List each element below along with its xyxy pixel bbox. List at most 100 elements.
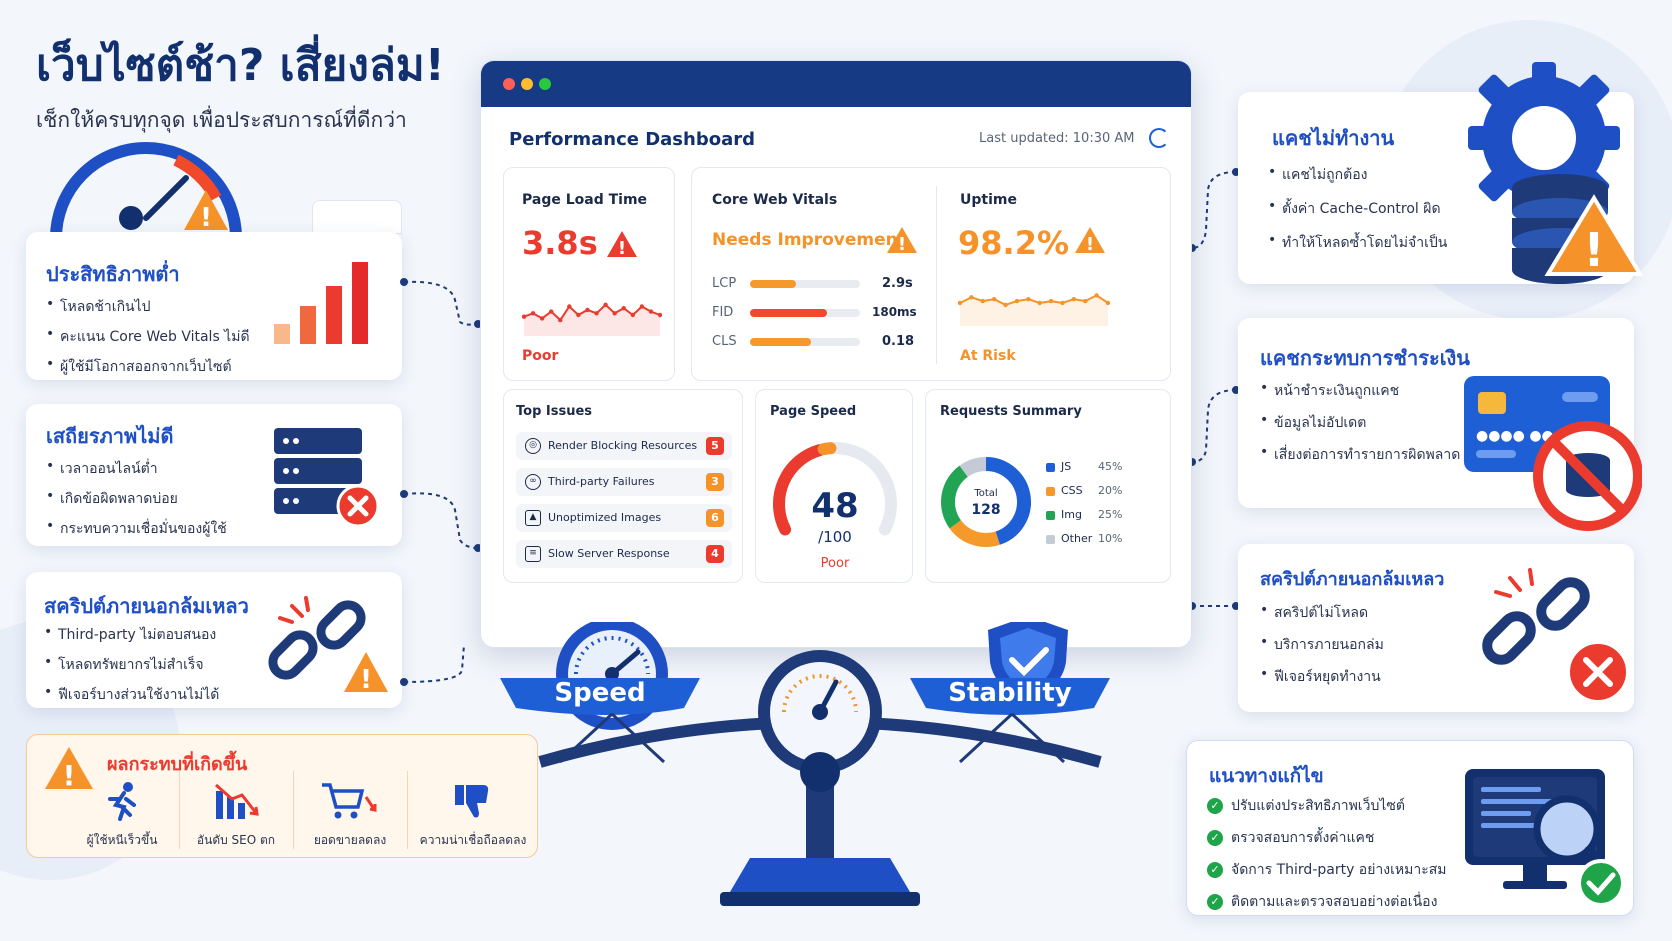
- speed-label: Speed: [554, 678, 646, 708]
- sparkline-point: [1105, 300, 1110, 306]
- issue-label: Third-party Failures: [548, 475, 655, 488]
- issue-count-badge: 5: [706, 437, 724, 455]
- page-speed-score: 48: [811, 486, 859, 526]
- link-icon: ∞: [525, 474, 541, 490]
- legend-percent: 10%: [1098, 532, 1123, 545]
- list-item: เกิดข้อผิดพลาดบ่อย: [46, 488, 227, 510]
- shopping-cart-icon: [322, 783, 377, 819]
- card-title: ประสิทธิภาพต่ำ: [46, 262, 180, 286]
- broken-link-warning-icon: !: [262, 592, 392, 702]
- issue-label: Slow Server Response: [548, 547, 670, 560]
- donut-slice: [959, 457, 987, 478]
- card-title: สคริปต์ภายนอกล้มเหลว: [1260, 569, 1445, 590]
- page-subtitle: เช็กให้ครบทุกจุด เพื่อประสบการณ์ที่ดีกว่…: [36, 108, 407, 132]
- sparkline-point: [969, 295, 974, 300]
- issue-row[interactable]: ∞ Third-party Failures 3: [516, 468, 732, 496]
- uptime-title: Uptime: [960, 192, 1017, 208]
- issue-row[interactable]: ≡ Slow Server Response 4: [516, 540, 732, 568]
- divider: [293, 771, 294, 849]
- legend-item: Other 10%: [1046, 532, 1122, 545]
- warning-icon: !: [43, 745, 95, 791]
- check-icon: ✓: [1207, 862, 1223, 878]
- legend-label: Img: [1061, 508, 1082, 521]
- uptime-sparkline: [958, 293, 1110, 326]
- running-person-icon: [108, 782, 136, 821]
- window-titlebar: [481, 61, 1191, 107]
- panel-divider: [936, 186, 937, 364]
- refresh-icon[interactable]: [1149, 128, 1169, 148]
- panel-title: Top Issues: [516, 404, 593, 419]
- solutions-title: แนวทางแก้ไข: [1209, 765, 1324, 787]
- solution-label: ติดตามและตรวจสอบอย่างต่อเนื่อง: [1231, 894, 1438, 910]
- list-item: เสี่ยงต่อการทำรายการผิดพลาด: [1260, 444, 1460, 466]
- legend-item: CSS 20%: [1046, 484, 1122, 497]
- solution-item: ✓ ปรับแต่งประสิทธิภาพเว็บไซต์: [1207, 795, 1447, 817]
- donut-slice: [941, 465, 969, 529]
- svg-text:!: !: [618, 238, 626, 258]
- card-poor-stability: เสถียรภาพไม่ดี เวลาออนไลน์ต่ำ เกิดข้อผิด…: [26, 404, 402, 546]
- svg-text:!: !: [1584, 223, 1605, 277]
- dashboard-title: Performance Dashboard: [509, 129, 755, 150]
- check-icon: ✓: [1207, 798, 1223, 814]
- metric-value: 2.9s: [882, 276, 913, 291]
- sparkline-point: [1037, 300, 1042, 306]
- impact-item-seo: อันดับ SEO ตก: [181, 781, 291, 853]
- panel-title: Core Web Vitals: [712, 192, 838, 208]
- server-error-icon: [272, 424, 384, 534]
- solution-item: ✓ ติดตามและตรวจสอบอย่างต่อเนื่อง: [1207, 891, 1447, 913]
- card-list: โหลดช้าเกินไป คะแนน Core Web Vitals ไม่ด…: [46, 288, 250, 378]
- last-updated: Last updated: 10:30 AM: [979, 131, 1135, 146]
- list-item: กระทบความเชื่อมั่นของผู้ใช้: [46, 518, 227, 540]
- cwv-status: Needs Improvement: [712, 230, 906, 250]
- falling-chart-icon: [215, 783, 259, 819]
- metric-bar-fill: [750, 338, 811, 346]
- list-item: คะแนน Core Web Vitals ไม่ดี: [46, 326, 250, 348]
- card-title: แคชไม่ทำงาน: [1272, 126, 1395, 150]
- card-third-party-failure: สคริปต์ภายนอกล้มเหลว Third-party ไม่ตอบส…: [26, 572, 402, 708]
- page-speed-panel: Page Speed 48 /100 Poor: [755, 389, 913, 583]
- maximize-window-button[interactable]: [539, 78, 551, 90]
- sparkline-point: [522, 314, 527, 319]
- dashboard-window: Performance Dashboard Last updated: 10:3…: [480, 60, 1192, 648]
- panel-title: Page Speed: [770, 404, 857, 419]
- core-web-vitals-panel: Core Web Vitals Needs Improvement ! LCP …: [691, 167, 1171, 381]
- legend-swatch: [1046, 462, 1055, 472]
- legend-label: CSS: [1061, 484, 1083, 497]
- minimize-window-button[interactable]: [521, 78, 533, 90]
- issue-count-badge: 3: [706, 473, 724, 491]
- impact-label: ความน่าเชื่อถือลดลง: [419, 833, 527, 847]
- donut-total-label: Total: [974, 488, 998, 499]
- warning-icon: !: [1075, 227, 1105, 254]
- sparkline-area: [960, 295, 1108, 326]
- sparkline-point: [1094, 293, 1099, 298]
- card-title: สคริปต์ภายนอกล้มเหลว: [44, 594, 249, 618]
- rising-bars-icon: [272, 260, 382, 344]
- metric-value: 0.18: [882, 334, 915, 349]
- sparkline-area: [524, 304, 660, 336]
- credit-card-no-cache-icon: ●●●● ●●●●: [1462, 374, 1642, 534]
- legend-swatch: [1046, 486, 1055, 496]
- list-item: Third-party ไม่ตอบสนอง: [44, 624, 219, 646]
- balance-scale-icon: [500, 622, 1110, 906]
- server-icon: ≡: [525, 546, 541, 562]
- monitor-magnifier-check-icon: [1463, 765, 1633, 915]
- legend-percent: 20%: [1098, 484, 1123, 497]
- issue-count-badge: 6: [706, 509, 724, 527]
- legend-item: Img 25%: [1046, 508, 1122, 521]
- impact-label: ยอดขายลดลง: [313, 833, 387, 847]
- impact-label: อันดับ SEO ตก: [196, 833, 276, 847]
- solutions-list: ✓ ปรับแต่งประสิทธิภาพเว็บไซต์ ✓ ตรวจสอบการ…: [1207, 785, 1447, 913]
- stability-label: Stability: [948, 678, 1072, 708]
- issue-row[interactable]: ◎ Render Blocking Resources 5: [516, 432, 732, 460]
- impact-item-trust: ความน่าเชื่อถือลดลง: [411, 781, 535, 853]
- close-window-button[interactable]: [503, 78, 515, 90]
- legend-item: JS 45%: [1046, 460, 1122, 473]
- legend-swatch: [1046, 534, 1055, 544]
- donut-slice: [949, 519, 1000, 547]
- sparkline-point: [549, 309, 554, 314]
- sparkline-point: [639, 304, 645, 309]
- donut-slice: [985, 457, 1031, 545]
- thumbs-down-icon: [455, 785, 489, 818]
- issue-row[interactable]: ▲ Unoptimized Images 6: [516, 504, 732, 532]
- card-title: แคชกระทบการชำระเงิน: [1260, 346, 1470, 370]
